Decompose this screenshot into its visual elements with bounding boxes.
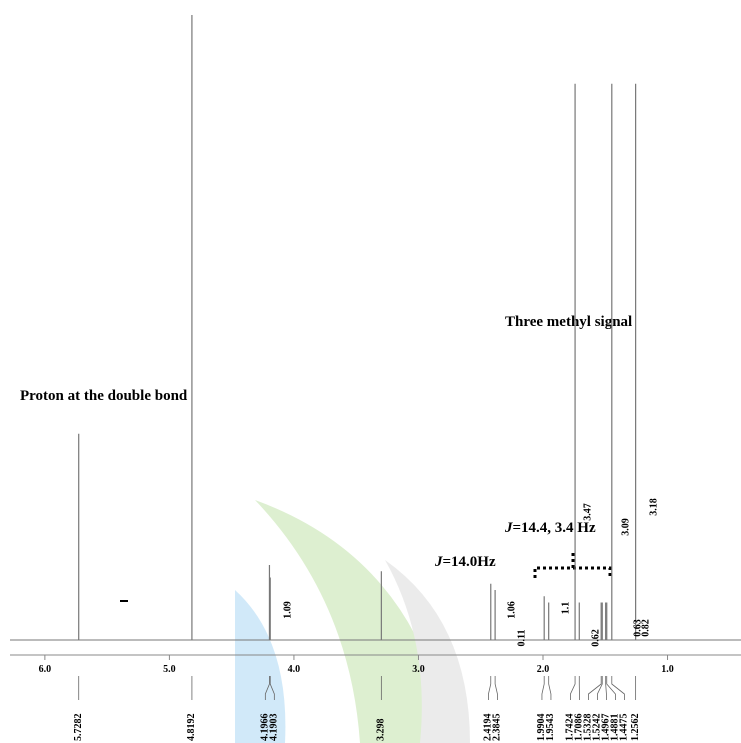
peak-label: 1.7424 bbox=[565, 714, 576, 742]
peak-label: 1.4881 bbox=[610, 714, 621, 742]
peak-label: 2.4194 bbox=[483, 714, 494, 742]
peak-label: 2.3845 bbox=[492, 714, 503, 742]
leader-line bbox=[548, 676, 552, 700]
peak-label: 4.1903 bbox=[269, 714, 280, 742]
watermark bbox=[235, 500, 470, 743]
integral-label: 3.09 bbox=[620, 518, 631, 536]
peak-label: 1.5328 bbox=[583, 714, 594, 742]
annotation: Three methyl signal bbox=[505, 314, 632, 330]
coupling: J=14.0Hz bbox=[434, 554, 496, 570]
integral-label: 3.47 bbox=[582, 503, 593, 521]
integral-label: 1.06 bbox=[506, 601, 517, 619]
integral-label: 0.11 bbox=[516, 630, 527, 647]
x-tick-label: 4.0 bbox=[288, 664, 301, 675]
x-tick-label: 3.0 bbox=[412, 664, 425, 675]
leader-line bbox=[606, 676, 616, 700]
integral-label: 1.09 bbox=[282, 601, 293, 619]
integral-label: 0.82 bbox=[640, 619, 651, 637]
peak-label: 1.2562 bbox=[630, 714, 641, 742]
annotation: Proton at the double bond bbox=[20, 388, 188, 404]
leader-line bbox=[488, 676, 492, 700]
peak-label: 1.4475 bbox=[619, 714, 630, 742]
bracket bbox=[533, 552, 612, 578]
leader-line bbox=[611, 676, 625, 700]
peak-label: 1.4967 bbox=[601, 714, 612, 742]
peak-label: 4.8192 bbox=[186, 714, 197, 742]
peak-label: 3.298 bbox=[376, 719, 387, 742]
peak-label: 1.5242 bbox=[592, 714, 603, 742]
leader-line bbox=[605, 676, 607, 700]
peak-label: 5.7282 bbox=[73, 714, 84, 742]
x-tick-label: 1.0 bbox=[661, 664, 674, 675]
integral-label: 0.62 bbox=[590, 629, 601, 647]
x-tick-label: 2.0 bbox=[537, 664, 550, 675]
leader-line bbox=[570, 676, 576, 700]
peak-label: 4.1966 bbox=[260, 714, 271, 742]
leader-line bbox=[541, 676, 545, 700]
leader-line bbox=[264, 676, 270, 700]
leader-line bbox=[494, 676, 498, 700]
integral-label: 1.1 bbox=[560, 602, 571, 615]
coupling: J=14.4, 3.4 Hz bbox=[504, 520, 596, 536]
peak-label: 1.9904 bbox=[536, 714, 547, 742]
integral-label: 0.63 bbox=[632, 619, 643, 637]
integral-label: 3.18 bbox=[648, 498, 659, 516]
leader-line bbox=[269, 676, 275, 700]
leader-line bbox=[597, 676, 603, 700]
x-tick-label: 5.0 bbox=[163, 664, 176, 675]
x-tick-label: 6.0 bbox=[39, 664, 52, 675]
leader-line bbox=[588, 676, 602, 700]
peak-label: 1.7086 bbox=[574, 714, 585, 742]
peak-label: 1.9543 bbox=[545, 714, 556, 742]
